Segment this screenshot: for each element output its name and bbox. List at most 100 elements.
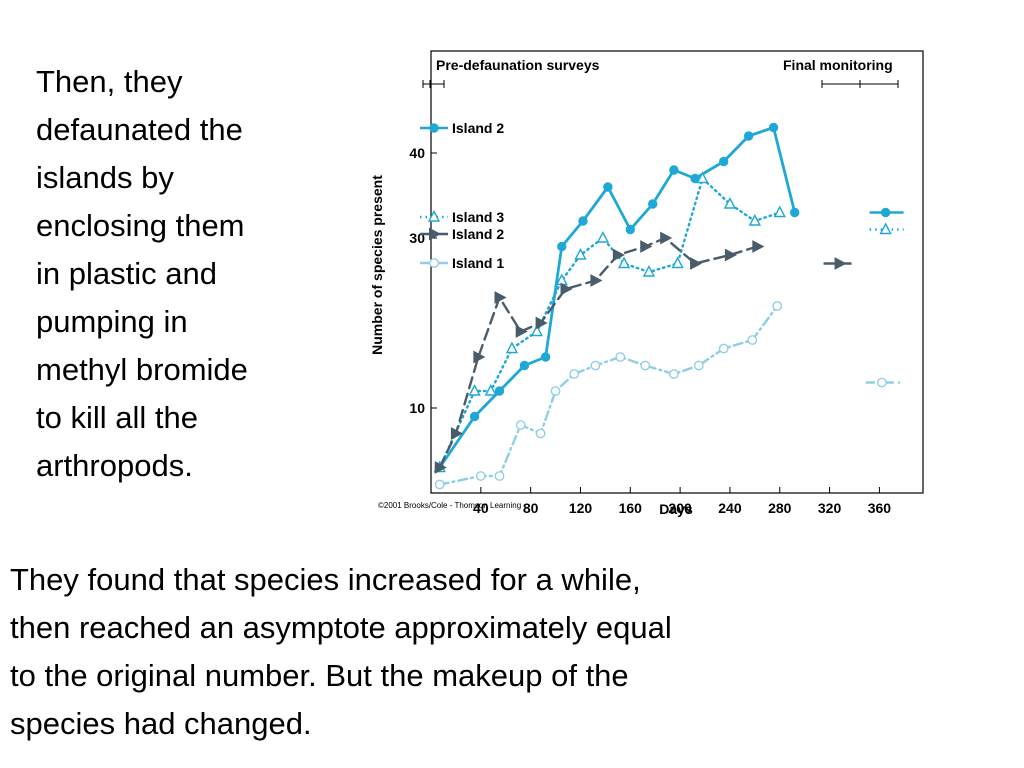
series-line xyxy=(438,126,797,469)
copyright-note: ©2001 Brooks/Cole - Thomson Learning xyxy=(378,501,521,510)
data-point xyxy=(668,369,679,379)
x-tick-label: 320 xyxy=(818,500,842,516)
data-point xyxy=(494,471,505,481)
y-tick-label: 30 xyxy=(409,230,425,246)
data-point xyxy=(535,428,546,439)
data-point xyxy=(540,352,551,362)
x-tick-label: 360 xyxy=(868,500,892,516)
data-point xyxy=(473,350,486,364)
x-axis-label: Days xyxy=(659,501,693,517)
side-text: Then, they defaunated the islands by enc… xyxy=(36,58,336,490)
data-point xyxy=(557,241,567,252)
series-line xyxy=(438,236,759,469)
x-tick-label: 200 xyxy=(668,500,692,516)
x-tick-label: 240 xyxy=(718,500,742,516)
series-2 xyxy=(434,231,858,474)
x-tick-label: 160 xyxy=(619,500,643,516)
data-point xyxy=(768,122,779,133)
data-point xyxy=(748,213,762,226)
data-point xyxy=(560,282,573,296)
data-point xyxy=(505,341,519,354)
data-point xyxy=(468,383,481,396)
conclusion-line: species had changed. xyxy=(10,706,312,741)
data-point xyxy=(484,383,497,396)
x-axis-ticks: 40 80 120 160 200 240 280 320 360 xyxy=(473,487,891,516)
legend-label: Island 3 xyxy=(452,209,504,225)
side-text-line: in plastic and xyxy=(36,256,217,291)
conclusion-line: They found that species increased for a … xyxy=(10,562,641,597)
data-point xyxy=(494,291,507,304)
data-point xyxy=(596,230,610,243)
data-point xyxy=(519,360,530,371)
legend-label: Island 1 xyxy=(452,255,504,271)
side-text-line: arthropods. xyxy=(36,448,193,483)
data-point xyxy=(578,216,588,226)
data-point xyxy=(693,360,704,371)
x-tick-label: 80 xyxy=(523,500,539,516)
data-point xyxy=(752,240,765,253)
data-point xyxy=(671,256,684,269)
side-text-line: pumping in xyxy=(36,304,188,339)
side-text-line: methyl bromide xyxy=(36,352,248,387)
side-text-line: Then, they xyxy=(36,64,183,99)
x-tick-label: 120 xyxy=(569,500,593,516)
data-point xyxy=(640,360,651,371)
conclusion-text: They found that species increased for a … xyxy=(10,556,1010,748)
data-point xyxy=(434,479,445,490)
final-point xyxy=(834,257,847,270)
series-1 xyxy=(433,171,904,473)
data-point xyxy=(772,301,783,311)
legend-label: Island 2 xyxy=(452,226,504,242)
final-point xyxy=(879,222,892,235)
data-point xyxy=(590,360,601,371)
data-point xyxy=(603,182,613,192)
data-point xyxy=(696,171,709,184)
data-point xyxy=(574,247,587,260)
side-text-line: enclosing them xyxy=(36,208,245,243)
data-point xyxy=(530,324,544,337)
pre-bracket xyxy=(422,80,445,88)
final-monitoring-label: Final monitoring xyxy=(783,57,893,73)
side-text-line: islands by xyxy=(36,160,174,195)
y-axis-ticks: 10 30 40 xyxy=(409,145,437,416)
data-point xyxy=(569,369,580,379)
data-point xyxy=(660,231,673,245)
data-point xyxy=(724,248,738,262)
data-point xyxy=(515,420,526,430)
y-tick-label: 40 xyxy=(409,145,425,161)
series-3 xyxy=(434,301,900,490)
series-layer xyxy=(433,122,904,490)
data-point xyxy=(469,411,480,422)
side-text-line: defaunated the xyxy=(36,112,243,147)
data-point xyxy=(494,386,505,396)
x-tick-label: 280 xyxy=(768,500,792,516)
data-point xyxy=(617,256,631,269)
data-point xyxy=(773,205,786,218)
data-point xyxy=(590,274,603,287)
conclusion-line: to the original number. But the makeup o… xyxy=(10,658,629,693)
data-point xyxy=(450,427,463,440)
data-point xyxy=(642,264,656,277)
data-point xyxy=(690,257,703,270)
final-point xyxy=(876,377,887,388)
data-point xyxy=(718,343,729,354)
data-point xyxy=(719,156,729,167)
x-tick-label: 40 xyxy=(473,500,489,516)
data-point xyxy=(625,224,635,235)
y-axis-label: Number of species present xyxy=(369,175,385,355)
y-tick-label: 10 xyxy=(409,400,425,416)
legend-swatch-marker xyxy=(429,123,439,133)
data-point xyxy=(747,335,758,345)
series-line xyxy=(438,177,781,469)
data-point xyxy=(475,471,486,481)
data-point xyxy=(550,386,561,396)
legend-label: Island 2 xyxy=(452,120,504,136)
data-point xyxy=(723,196,737,209)
data-point xyxy=(434,461,447,474)
data-point xyxy=(615,352,626,362)
data-point xyxy=(640,240,653,253)
data-point xyxy=(515,325,528,338)
final-bracket xyxy=(821,80,899,88)
final-point xyxy=(880,207,891,218)
